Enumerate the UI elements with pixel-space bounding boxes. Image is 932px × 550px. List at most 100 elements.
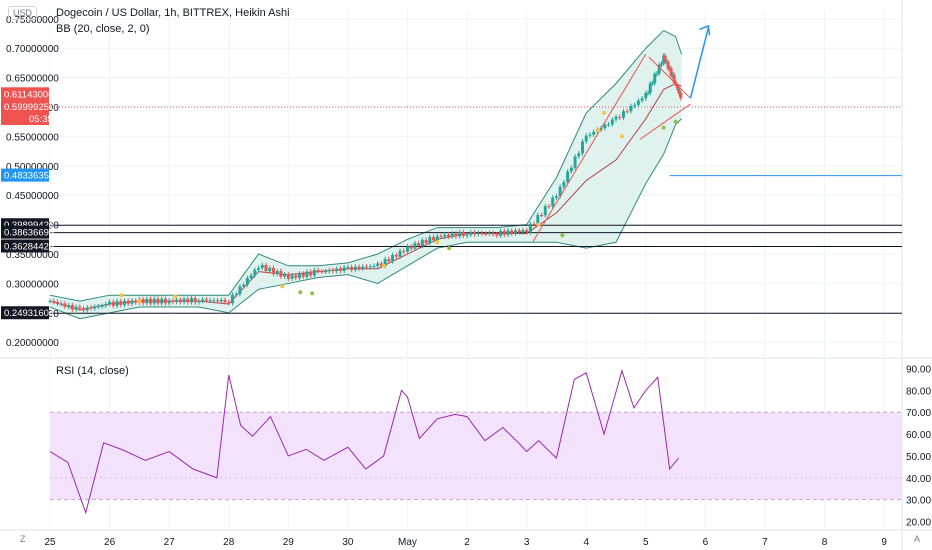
candle-body xyxy=(353,266,357,270)
candle-body xyxy=(495,234,499,236)
candle-body xyxy=(186,298,190,303)
trend-drawings xyxy=(119,24,711,304)
price-label-text: 0.24931604 xyxy=(4,308,54,319)
candle-body xyxy=(253,269,257,276)
candle-body xyxy=(659,63,663,65)
candle-body xyxy=(573,156,577,168)
price-label-box xyxy=(1,306,49,320)
candle-body xyxy=(614,116,618,120)
price-label-box xyxy=(1,112,49,126)
candle-body xyxy=(469,232,473,235)
rsi-legend[interactable]: RSI (14, close) xyxy=(56,365,129,377)
candle-body xyxy=(536,214,540,225)
signal-dot xyxy=(435,240,440,245)
candle-body xyxy=(513,230,517,234)
signal-dot xyxy=(119,293,124,298)
signal-dot xyxy=(173,294,178,299)
candle-body xyxy=(446,234,450,237)
currency-label[interactable]: USD xyxy=(8,6,38,20)
candle-body xyxy=(420,239,424,246)
candle-body xyxy=(663,55,667,63)
candle-body xyxy=(517,230,521,233)
candle-body xyxy=(271,267,275,274)
candle-body xyxy=(52,301,56,303)
rsi-tick-label: 80.00 xyxy=(906,386,931,397)
candle-body xyxy=(216,300,220,302)
signal-dot xyxy=(137,299,142,304)
candle-body xyxy=(111,301,115,306)
candle-body xyxy=(297,273,301,278)
candle-body xyxy=(383,259,387,266)
candle-body xyxy=(646,92,650,94)
candle-body xyxy=(648,83,652,93)
auto-scale-a-button[interactable]: A xyxy=(914,534,921,544)
price-label-box xyxy=(1,87,49,101)
candle-body xyxy=(633,104,637,106)
candle-body xyxy=(63,303,67,307)
price-tick-label: 0.70000000 xyxy=(6,44,59,55)
price-tick-label: 0.75000000 xyxy=(6,15,59,26)
candle-body xyxy=(283,274,287,277)
candle-body xyxy=(286,274,290,279)
candle-body xyxy=(108,301,112,305)
candle-body xyxy=(82,308,86,311)
candle-body xyxy=(324,271,328,273)
price-tick-label: 0.50000000 xyxy=(6,162,59,173)
candle-body xyxy=(93,306,97,309)
candle-body xyxy=(491,232,495,235)
red-trend-line-lower xyxy=(639,103,691,140)
candle-body xyxy=(607,124,611,126)
candle-body xyxy=(59,303,63,305)
horizontal-levels xyxy=(50,106,902,314)
candle-body xyxy=(458,232,462,237)
candle-body xyxy=(119,301,123,305)
candle-body xyxy=(480,233,484,235)
candle-body xyxy=(182,298,186,303)
time-tick-label: May xyxy=(398,537,417,548)
candle-body xyxy=(201,299,205,301)
candle-body xyxy=(242,284,246,287)
bb-legend[interactable]: BB (20, close, 2, 0) xyxy=(56,23,150,35)
signal-dot xyxy=(447,246,452,251)
candle-body xyxy=(376,263,380,266)
time-tick-label: 3 xyxy=(524,537,530,548)
signal-dot xyxy=(596,128,601,133)
candle-body xyxy=(577,153,581,157)
candle-body xyxy=(506,230,510,235)
candle-body xyxy=(238,286,242,295)
candle-body xyxy=(190,298,194,303)
candle-body xyxy=(528,223,532,233)
candle-body xyxy=(78,306,82,309)
candle-body xyxy=(89,307,93,309)
price-tick-label: 0.55000000 xyxy=(6,132,59,143)
time-tick-label: 9 xyxy=(881,537,887,548)
time-tick-label: 27 xyxy=(164,537,176,548)
candle-body xyxy=(499,230,503,236)
candle-body xyxy=(96,306,100,308)
candle-body xyxy=(450,233,454,237)
candle-body xyxy=(301,273,305,277)
candle-body xyxy=(245,277,249,285)
price-tick-label: 0.65000000 xyxy=(6,74,59,85)
candle-body xyxy=(621,111,625,118)
candle-body xyxy=(675,85,679,87)
projection-arrow xyxy=(689,27,710,99)
candle-body xyxy=(160,298,164,304)
signal-dot xyxy=(381,263,386,268)
candle-body xyxy=(558,186,562,197)
candle-body xyxy=(134,300,138,303)
candle-body xyxy=(335,268,339,272)
rsi-line xyxy=(49,369,679,515)
zoom-z-button[interactable]: Z xyxy=(20,534,26,544)
candle-body xyxy=(346,266,350,268)
price-label-box xyxy=(1,225,49,239)
candle-body xyxy=(55,301,59,304)
candle-body xyxy=(294,275,298,278)
candle-body xyxy=(398,250,402,257)
candle-body xyxy=(502,230,506,235)
candle-body xyxy=(666,61,670,70)
candle-body xyxy=(122,300,126,305)
candle-body xyxy=(391,254,395,262)
candle-body xyxy=(588,134,592,136)
